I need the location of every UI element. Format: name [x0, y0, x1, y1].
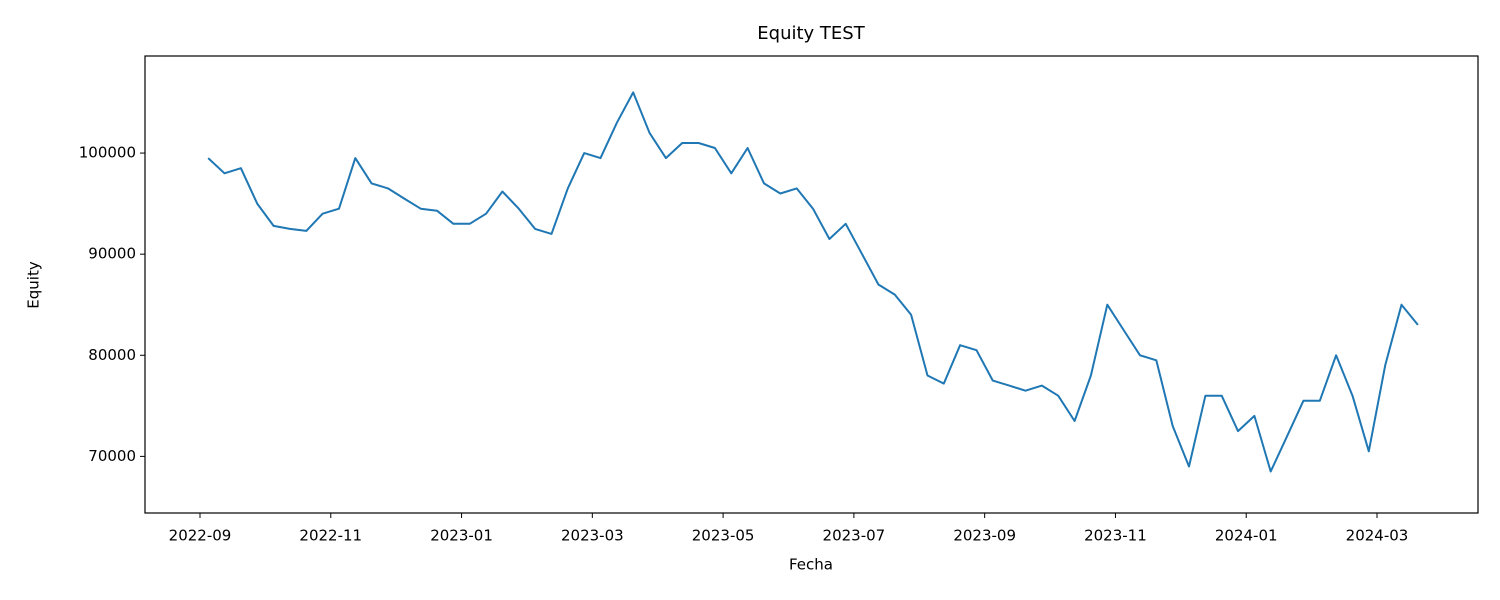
x-tick-label: 2023-07 [823, 527, 886, 545]
x-tick-label: 2023-01 [430, 527, 493, 545]
y-tick-label: 70000 [88, 447, 136, 465]
plot-frame [144, 55, 1479, 514]
y-axis-label: Equity [25, 261, 43, 309]
x-axis-label: Fecha [789, 556, 833, 574]
equity-line [207, 91, 1419, 473]
chart-title: Equity TEST [757, 23, 865, 44]
x-tick-label: 2023-05 [692, 527, 755, 545]
x-tick-label: 2024-03 [1346, 527, 1409, 545]
x-tick-label: 2024-01 [1215, 527, 1278, 545]
y-tick-label: 100000 [79, 144, 136, 162]
x-tick-label: 2022-09 [169, 527, 232, 545]
y-tick-label: 90000 [88, 245, 136, 263]
x-tick-label: 2022-11 [299, 527, 362, 545]
x-tick-label: 2023-09 [953, 527, 1016, 545]
y-tick-label: 80000 [88, 346, 136, 364]
x-tick-label: 2023-03 [561, 527, 624, 545]
x-tick-label: 2023-11 [1084, 527, 1147, 545]
